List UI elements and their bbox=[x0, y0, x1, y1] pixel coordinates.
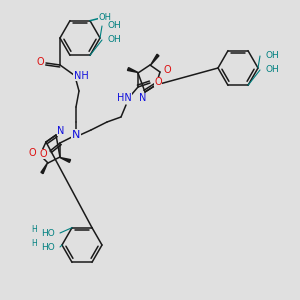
Polygon shape bbox=[41, 163, 48, 174]
Text: OH: OH bbox=[107, 22, 121, 31]
Text: O: O bbox=[28, 148, 36, 158]
Text: O: O bbox=[154, 77, 162, 87]
Text: NH: NH bbox=[74, 71, 88, 81]
Text: N: N bbox=[139, 93, 147, 103]
Polygon shape bbox=[128, 68, 138, 73]
Text: OH: OH bbox=[265, 65, 279, 74]
Polygon shape bbox=[150, 54, 159, 65]
Text: OH: OH bbox=[107, 35, 121, 44]
Text: H: H bbox=[31, 224, 37, 233]
Text: OH: OH bbox=[265, 52, 279, 61]
Text: HO: HO bbox=[41, 229, 55, 238]
Text: H: H bbox=[31, 239, 37, 248]
Text: N: N bbox=[57, 126, 65, 136]
Text: N: N bbox=[72, 130, 80, 140]
Text: HN: HN bbox=[117, 93, 131, 103]
Text: OH: OH bbox=[98, 13, 112, 22]
Text: O: O bbox=[36, 57, 44, 67]
Text: O: O bbox=[163, 65, 171, 75]
Text: O: O bbox=[39, 149, 47, 159]
Polygon shape bbox=[60, 158, 70, 162]
Text: HO: HO bbox=[41, 242, 55, 251]
